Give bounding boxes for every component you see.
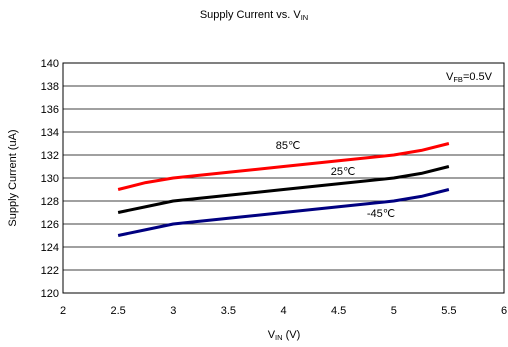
y-tick-label: 134 [41,127,59,139]
grid-lines [63,85,504,271]
chart-title-subscript: IN [301,13,309,22]
x-tick-label: 2 [60,305,66,317]
series-lines [117,142,450,237]
y-tick-label: 140 [41,58,59,70]
chart-title: Supply Current vs. VIN [200,9,308,22]
x-tick-labels: 2 2.5 3 3.5 4 4.5 5 5.5 6 [60,305,507,317]
x-axis-label-subscript: IN [275,333,283,342]
y-tick-label: 130 [41,173,59,185]
y-tick-label: 126 [41,219,59,231]
x-tick-label: 6 [501,305,507,317]
y-axis-label: Supply Current (uA) [7,129,19,226]
y-tick-label: 138 [41,81,59,93]
y-tick-labels: 120 122 124 126 128 130 132 134 136 138 140 [41,58,59,300]
vfb-annotation-rest: =0.5V [463,71,493,83]
vfb-annotation: VFB=0.5V [446,71,493,84]
y-tick-label: 120 [41,288,59,300]
x-tick-label: 4.5 [331,305,346,317]
x-tick-label: 3 [170,305,176,317]
y-tick-label: 128 [41,196,59,208]
y-tick-label: 132 [41,150,59,162]
series-line-25c [117,165,450,214]
series-label-minus45c: -45℃ [367,208,395,220]
y-tick-label: 122 [41,265,59,277]
y-tick-label: 136 [41,104,59,116]
vfb-annotation-subscript: FB [453,75,463,84]
x-tick-label: 3.5 [221,305,236,317]
x-axis-label-main: V [268,329,276,341]
x-tick-label: 4 [280,305,286,317]
x-tick-label: 5.5 [441,305,456,317]
series-label-25c: 25℃ [331,166,356,178]
chart-title-main: Supply Current vs. V [200,9,302,21]
vfb-annotation-main: V [446,71,454,83]
series-line-minus45c [117,188,450,237]
series-line-85c [117,142,450,191]
y-tick-label: 124 [41,242,59,254]
x-tick-label: 2.5 [110,305,125,317]
x-axis-label: VIN (V) [268,329,301,342]
series-label-85c: 85℃ [276,140,301,152]
x-axis-label-rest: (V) [283,329,301,341]
x-tick-label: 5 [391,305,397,317]
plot-area-border [62,62,505,294]
